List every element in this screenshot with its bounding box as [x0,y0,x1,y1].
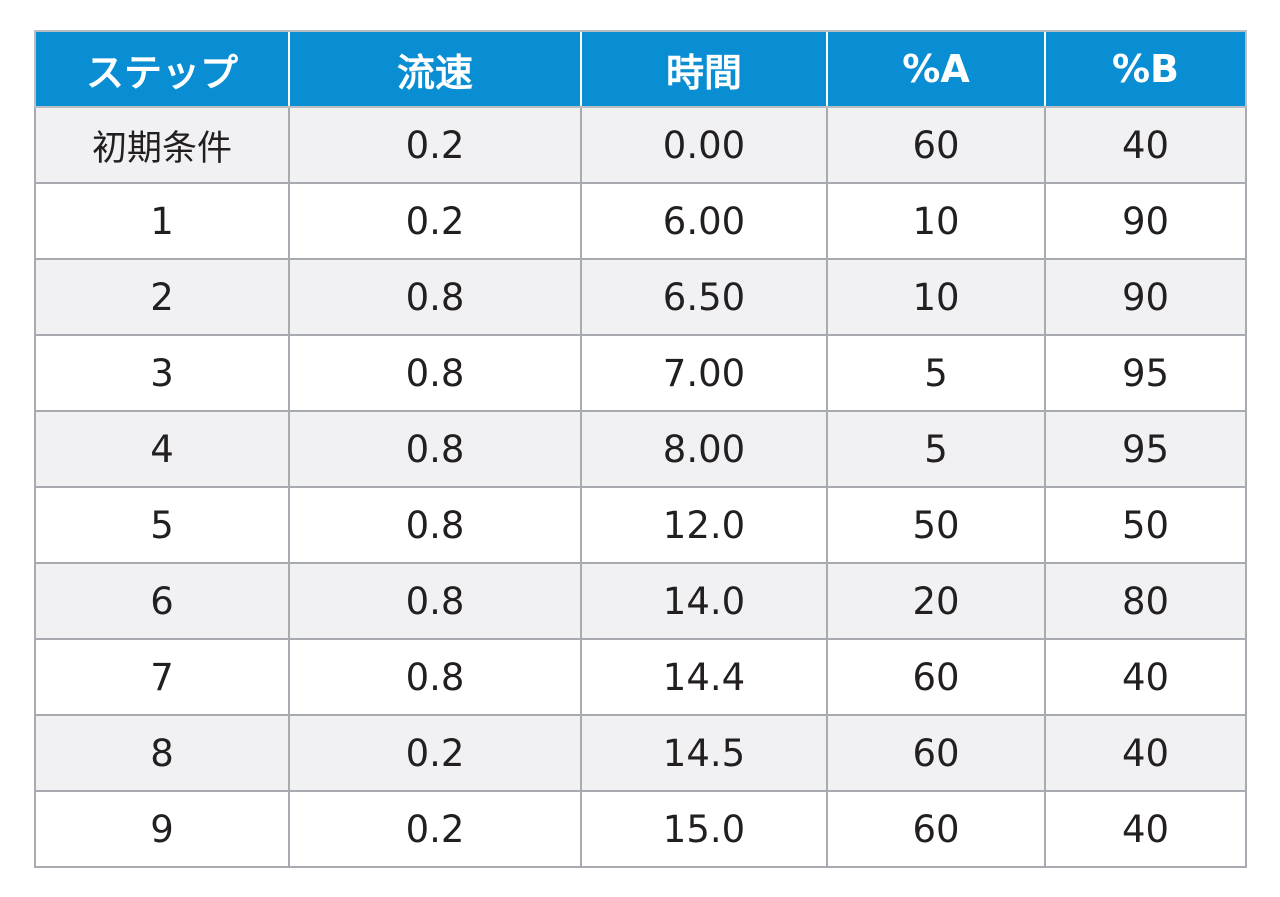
cell-percent-a: 60 [826,638,1046,716]
table-row: 6 0.8 14.0 20 80 [34,562,1247,640]
table-row: 2 0.8 6.50 10 90 [34,258,1247,336]
table-row: 4 0.8 8.00 5 95 [34,410,1247,488]
table-row: 8 0.2 14.5 60 40 [34,714,1247,792]
gradient-table: ステップ 流速 時間 %A %B 初期条件 0.2 0.00 60 40 1 0… [34,30,1247,868]
cell-percent-b: 40 [1044,714,1247,792]
cell-percent-a: 60 [826,790,1046,868]
cell-step: 3 [34,334,290,412]
table-row: 3 0.8 7.00 5 95 [34,334,1247,412]
table-header-row: ステップ 流速 時間 %A %B [34,30,1247,108]
cell-flow-rate: 0.8 [288,562,582,640]
cell-flow-rate: 0.2 [288,790,582,868]
cell-percent-a: 50 [826,486,1046,564]
cell-flow-rate: 0.8 [288,638,582,716]
cell-percent-b: 80 [1044,562,1247,640]
cell-percent-b: 40 [1044,106,1247,184]
cell-step: 5 [34,486,290,564]
cell-percent-a: 60 [826,106,1046,184]
cell-percent-a: 5 [826,334,1046,412]
header-flow-rate: 流速 [288,30,581,108]
cell-flow-rate: 0.8 [288,334,582,412]
header-step: ステップ [34,30,289,108]
cell-time: 0.00 [580,106,828,184]
cell-step: 6 [34,562,290,640]
cell-time: 15.0 [580,790,828,868]
table-row: 1 0.2 6.00 10 90 [34,182,1247,260]
cell-time: 14.5 [580,714,828,792]
cell-step: 2 [34,258,290,336]
cell-time: 14.0 [580,562,828,640]
cell-step: 初期条件 [34,106,290,184]
cell-percent-a: 5 [826,410,1046,488]
cell-percent-a: 10 [826,182,1046,260]
cell-step: 8 [34,714,290,792]
table-row: 5 0.8 12.0 50 50 [34,486,1247,564]
cell-step: 9 [34,790,290,868]
cell-percent-b: 90 [1044,258,1247,336]
cell-percent-b: 95 [1044,334,1247,412]
cell-step: 1 [34,182,290,260]
cell-flow-rate: 0.2 [288,714,582,792]
cell-time: 12.0 [580,486,828,564]
table-row: 初期条件 0.2 0.00 60 40 [34,106,1247,184]
cell-percent-b: 40 [1044,790,1247,868]
cell-percent-b: 40 [1044,638,1247,716]
cell-step: 7 [34,638,290,716]
cell-flow-rate: 0.8 [288,410,582,488]
header-percent-b: %B [1044,30,1247,108]
cell-percent-b: 50 [1044,486,1247,564]
cell-percent-b: 95 [1044,410,1247,488]
cell-time: 7.00 [580,334,828,412]
cell-time: 6.50 [580,258,828,336]
cell-flow-rate: 0.8 [288,486,582,564]
cell-flow-rate: 0.2 [288,106,582,184]
cell-percent-b: 90 [1044,182,1247,260]
header-time: 時間 [580,30,827,108]
table-row: 9 0.2 15.0 60 40 [34,790,1247,868]
cell-percent-a: 60 [826,714,1046,792]
cell-time: 14.4 [580,638,828,716]
cell-time: 6.00 [580,182,828,260]
cell-time: 8.00 [580,410,828,488]
cell-percent-a: 10 [826,258,1046,336]
header-percent-a: %A [826,30,1045,108]
cell-step: 4 [34,410,290,488]
table-row: 7 0.8 14.4 60 40 [34,638,1247,716]
cell-flow-rate: 0.2 [288,182,582,260]
cell-flow-rate: 0.8 [288,258,582,336]
cell-percent-a: 20 [826,562,1046,640]
